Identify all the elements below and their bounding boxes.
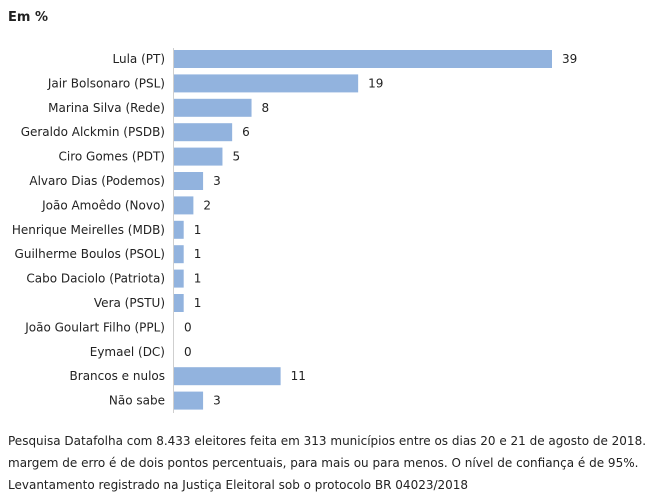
value-label-jair-bolsonaro-psl: 19 (368, 76, 383, 90)
value-label-joao-amoedo-novo: 2 (203, 198, 211, 212)
bar-jair-bolsonaro-psl (174, 74, 359, 93)
value-label-geraldo-alckmin-psdb: 6 (242, 125, 250, 139)
category-label-cabo-daciolo-patriota: Cabo Daciolo (Patriota) (26, 272, 165, 286)
value-label-henrique-meirelles-mdb: 1 (194, 223, 202, 237)
value-label-alvaro-dias-podemos: 3 (213, 174, 221, 188)
bar-chart: Lula (PT) 39 Jair Bolsonaro (PSL) 19 Marina … (12, 48, 577, 413)
value-label-ciro-gomes-pdt: 5 (232, 150, 240, 164)
category-label-lula-pt: Lula (PT) (112, 52, 165, 66)
bar-marina-silva-rede (174, 98, 252, 117)
unit-label: Em % (8, 10, 48, 25)
bar-alvaro-dias-podemos (174, 172, 204, 190)
category-label-geraldo-alckmin-psdb: Geraldo Alckmin (PSDB) (21, 125, 165, 139)
category-label-jair-bolsonaro-psl: Jair Bolsonaro (PSL) (47, 76, 165, 90)
category-label-guilherme-boulos-psol: Guilherme Boulos (PSOL) (15, 247, 165, 261)
footnote-line-1: Pesquisa Datafolha com 8.433 eleitores f… (8, 434, 648, 448)
value-label-brancos-e-nulos: 11 (291, 369, 306, 383)
value-label-cabo-daciolo-patriota: 1 (194, 272, 202, 286)
category-label-marina-silva-rede: Marina Silva (Rede) (48, 101, 165, 115)
bars-group: Lula (PT) 39 Jair Bolsonaro (PSL) 19 Marina … (12, 50, 577, 410)
category-label-vera-pstu: Vera (PSTU) (94, 296, 165, 310)
category-label-nao-sabe: Não sabe (109, 394, 165, 408)
category-label-joao-goulart-filho-ppl: João Goulart Filho (PPL) (24, 320, 165, 334)
value-label-eymael-dc: 0 (184, 345, 192, 359)
value-label-nao-sabe: 3 (213, 394, 221, 408)
category-label-alvaro-dias-podemos: Alvaro Dias (Podemos) (29, 174, 165, 188)
footnote-line-2: margem de erro é de dois pontos percentu… (8, 456, 639, 470)
value-label-marina-silva-rede: 8 (262, 101, 270, 115)
bar-henrique-meirelles-mdb (174, 220, 184, 239)
bar-ciro-gomes-pdt (174, 147, 223, 166)
value-label-joao-goulart-filho-ppl: 0 (184, 320, 192, 334)
bar-brancos-e-nulos (174, 367, 281, 386)
bar-nao-sabe (174, 391, 204, 410)
footnote-line-3: Levantamento registrado na Justiça Eleit… (8, 478, 469, 492)
bar-cabo-daciolo-patriota (174, 269, 184, 288)
category-label-henrique-meirelles-mdb: Henrique Meirelles (MDB) (12, 223, 165, 237)
bar-guilherme-boulos-psol (174, 245, 184, 264)
category-label-brancos-e-nulos: Brancos e nulos (70, 369, 165, 383)
footnote: Pesquisa Datafolha com 8.433 eleitores f… (8, 430, 648, 496)
value-label-lula-pt: 39 (562, 52, 577, 66)
bar-joao-amoedo-novo (174, 196, 194, 215)
bar-geraldo-alckmin-psdb (174, 123, 233, 142)
category-label-ciro-gomes-pdt: Ciro Gomes (PDT) (59, 150, 166, 164)
category-label-joao-amoedo-novo: João Amoêdo (Novo) (41, 198, 165, 212)
value-label-vera-pstu: 1 (194, 296, 202, 310)
category-label-eymael-dc: Eymael (DC) (90, 345, 165, 359)
bar-vera-pstu (174, 294, 184, 312)
value-label-guilherme-boulos-psol: 1 (194, 247, 202, 261)
bar-lula-pt (174, 50, 552, 68)
